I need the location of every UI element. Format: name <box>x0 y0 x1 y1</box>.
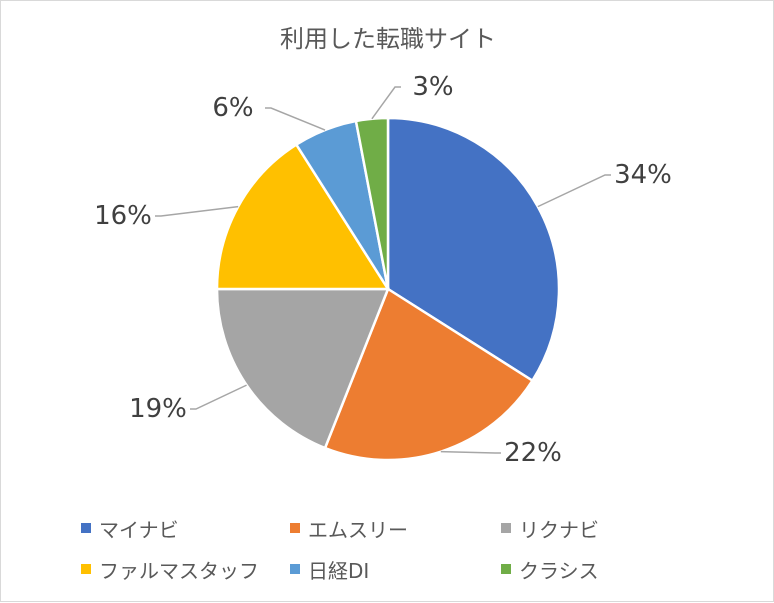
data-label-1: 34% <box>614 160 672 190</box>
pie-slice-3 <box>215 287 390 450</box>
leader-line-3 <box>190 384 247 410</box>
legend-item-2: エムスリー <box>290 516 408 542</box>
legend-label-4: ファルマスタッフ <box>99 558 259 583</box>
legend-label-3: リクナビ <box>519 517 599 542</box>
leader-line-5 <box>265 107 326 131</box>
data-label-6: 3% <box>412 72 453 102</box>
legend-swatch-2 <box>290 523 300 533</box>
legend-swatch-5 <box>290 564 300 574</box>
legend-label-2: エムスリー <box>308 517 408 542</box>
legend-item-4: ファルマスタッフ <box>81 557 259 583</box>
legend-swatch-4 <box>81 564 91 574</box>
legend-swatch-3 <box>501 523 511 533</box>
legend-swatch-6 <box>501 564 511 574</box>
legend-swatch-1 <box>81 523 91 533</box>
leader-line-1 <box>537 174 611 208</box>
legend-item-5: 日経DI <box>290 557 370 583</box>
legend-item-3: リクナビ <box>501 516 599 542</box>
legend-item-1: マイナビ <box>81 516 179 542</box>
data-label-3: 19% <box>129 394 187 424</box>
leader-line-2 <box>440 450 501 454</box>
data-label-4: 16% <box>94 201 152 231</box>
pie-slice-4 <box>215 142 391 291</box>
legend-label-1: マイナビ <box>99 517 179 542</box>
data-label-5: 6% <box>212 93 253 123</box>
legend-label-5: 日経DI <box>308 558 370 583</box>
legend-label-6: クラシス <box>519 558 599 583</box>
leader-line-4 <box>155 205 239 217</box>
legend-item-6: クラシス <box>501 557 599 583</box>
data-label-2: 22% <box>504 438 562 468</box>
chart-title: 利用した転職サイト <box>280 25 496 53</box>
leader-line-6 <box>371 86 401 120</box>
